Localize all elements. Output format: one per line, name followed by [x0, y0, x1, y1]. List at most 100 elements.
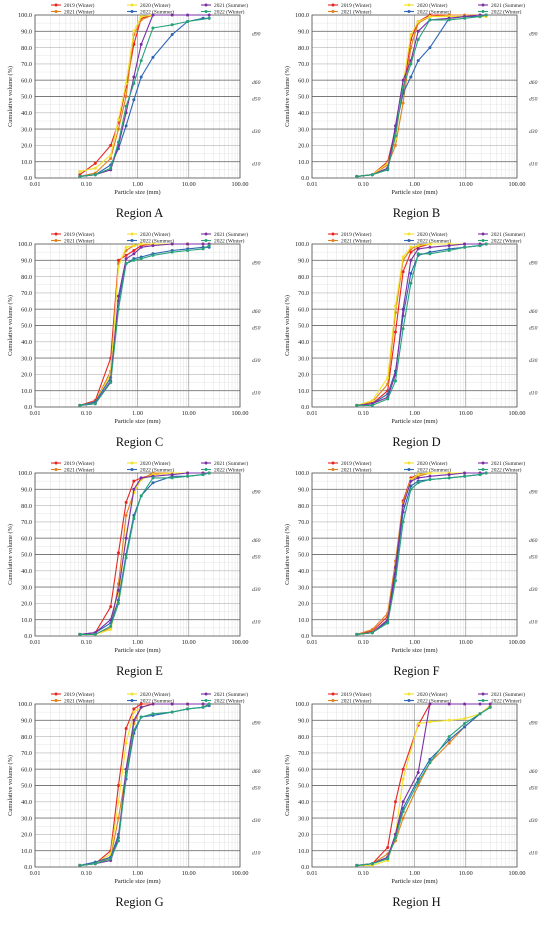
data-point	[109, 156, 113, 160]
legend-label: 2020 (Winter)	[140, 460, 171, 467]
legend-label: 2022 (Summer)	[140, 9, 174, 16]
data-point	[124, 124, 128, 128]
y-tick-label: 40.0	[298, 568, 309, 575]
legend-swatch-marker	[204, 239, 208, 242]
series-2022-winter	[78, 471, 211, 636]
legend-label: 2021 (Summer)	[491, 2, 525, 9]
data-point	[428, 471, 432, 475]
y-tick-label: 100.0	[18, 701, 32, 708]
data-point	[109, 143, 113, 147]
legend-label: 2019 (Winter)	[341, 460, 372, 467]
legend-label: 2021 (Winter)	[341, 238, 372, 245]
y-tick-label: 80.0	[298, 503, 309, 510]
legend-item: 2020 (Winter)	[404, 231, 448, 238]
legend: 2019 (Winter)2021 (Winter)2020 (Winter)2…	[51, 2, 248, 16]
data-point	[139, 702, 143, 706]
data-point	[186, 20, 190, 24]
x-tick-label: 0.10	[81, 181, 92, 188]
right-axis-label: d50	[252, 97, 261, 103]
x-tick-label: 1.00	[132, 639, 143, 646]
data-point	[151, 702, 155, 706]
legend-swatch-marker	[407, 692, 411, 696]
y-tick-label: 10.0	[21, 617, 32, 624]
right-axis-label: d10	[529, 391, 538, 397]
x-axis-title: Particle size (mm)	[114, 647, 160, 654]
data-point	[78, 863, 82, 867]
data-point	[201, 473, 205, 477]
legend-label: 2020 (Winter)	[417, 2, 448, 9]
y-tick-label: 0.0	[301, 404, 309, 411]
data-point	[428, 242, 432, 246]
data-point	[139, 257, 143, 261]
y-tick-label: 100.0	[295, 470, 309, 477]
data-point	[370, 627, 374, 631]
data-point	[109, 605, 113, 609]
legend-swatch-marker	[204, 232, 208, 236]
legend-label: 2022 (Winter)	[214, 698, 245, 705]
legend-swatch-marker	[204, 3, 208, 7]
legend-swatch-marker	[407, 3, 411, 7]
data-point	[116, 800, 120, 804]
legend-swatch-marker	[331, 461, 335, 465]
x-tick-label: 0.10	[81, 410, 92, 417]
data-point	[401, 504, 405, 508]
legend-label: 2021 (Winter)	[64, 238, 95, 245]
data-point	[124, 245, 128, 249]
data-point	[401, 255, 405, 259]
legend-item: 2021 (Winter)	[328, 698, 372, 705]
y-tick-label: 10.0	[298, 159, 309, 166]
y-tick-label: 30.0	[298, 126, 309, 133]
data-point	[463, 722, 467, 726]
y-tick-label: 30.0	[21, 355, 32, 362]
data-point	[109, 618, 113, 622]
data-point	[386, 845, 390, 849]
legend-item: 2019 (Winter)	[328, 691, 372, 698]
legend-item: 2022 (Winter)	[478, 238, 522, 245]
x-tick-label: 10.00	[182, 639, 196, 646]
plot-frame	[34, 472, 241, 637]
legend-swatch-marker	[331, 10, 335, 13]
x-tick-label: 100.00	[231, 181, 248, 188]
y-tick-label: 100.0	[18, 470, 32, 477]
y-tick-label: 70.0	[298, 519, 309, 526]
data-point	[186, 471, 190, 475]
series-line	[79, 703, 210, 866]
legend-item: 2022 (Summer)	[127, 9, 174, 16]
legend-label: 2020 (Winter)	[417, 691, 448, 698]
data-point	[447, 738, 451, 742]
legend-item: 2021 (Winter)	[328, 467, 372, 474]
legend-item: 2021 (Winter)	[51, 698, 95, 705]
plot-frame	[34, 703, 241, 868]
data-point	[116, 551, 120, 555]
y-tick-label: 30.0	[298, 584, 309, 591]
x-tick-label: 0.10	[358, 870, 369, 877]
legend-swatch-marker	[204, 692, 208, 696]
legend-label: 2022 (Winter)	[491, 467, 522, 474]
data-point	[386, 857, 390, 861]
right-axis-label: d50	[529, 97, 538, 103]
data-point	[139, 42, 143, 46]
legend-label: 2022 (Summer)	[140, 467, 174, 474]
legend: 2019 (Winter)2021 (Winter)2020 (Winter)2…	[51, 460, 248, 474]
y-tick-label: 100.0	[295, 12, 309, 19]
data-point	[116, 784, 120, 787]
right-axis-label: d60	[252, 538, 261, 544]
legend-swatch-marker	[481, 699, 485, 702]
legend-swatch-marker	[54, 10, 58, 13]
data-point	[447, 718, 451, 722]
legend-item: 2022 (Winter)	[478, 467, 522, 474]
chart-panel-region-a: 0.010.020.030.040.050.060.070.080.090.01…	[7, 2, 261, 220]
legend: 2019 (Winter)2021 (Winter)2020 (Winter)2…	[328, 231, 525, 245]
data-point	[116, 588, 120, 592]
data-point	[409, 33, 413, 37]
x-tick-label: 0.01	[307, 870, 318, 877]
legend-label: 2022 (Winter)	[491, 698, 522, 705]
y-tick-label: 40.0	[21, 799, 32, 806]
series-line	[79, 246, 210, 406]
y-tick-label: 50.0	[298, 94, 309, 101]
data-point	[132, 29, 136, 33]
data-point	[186, 707, 190, 711]
data-point	[93, 173, 97, 177]
legend-label: 2019 (Winter)	[341, 2, 372, 9]
